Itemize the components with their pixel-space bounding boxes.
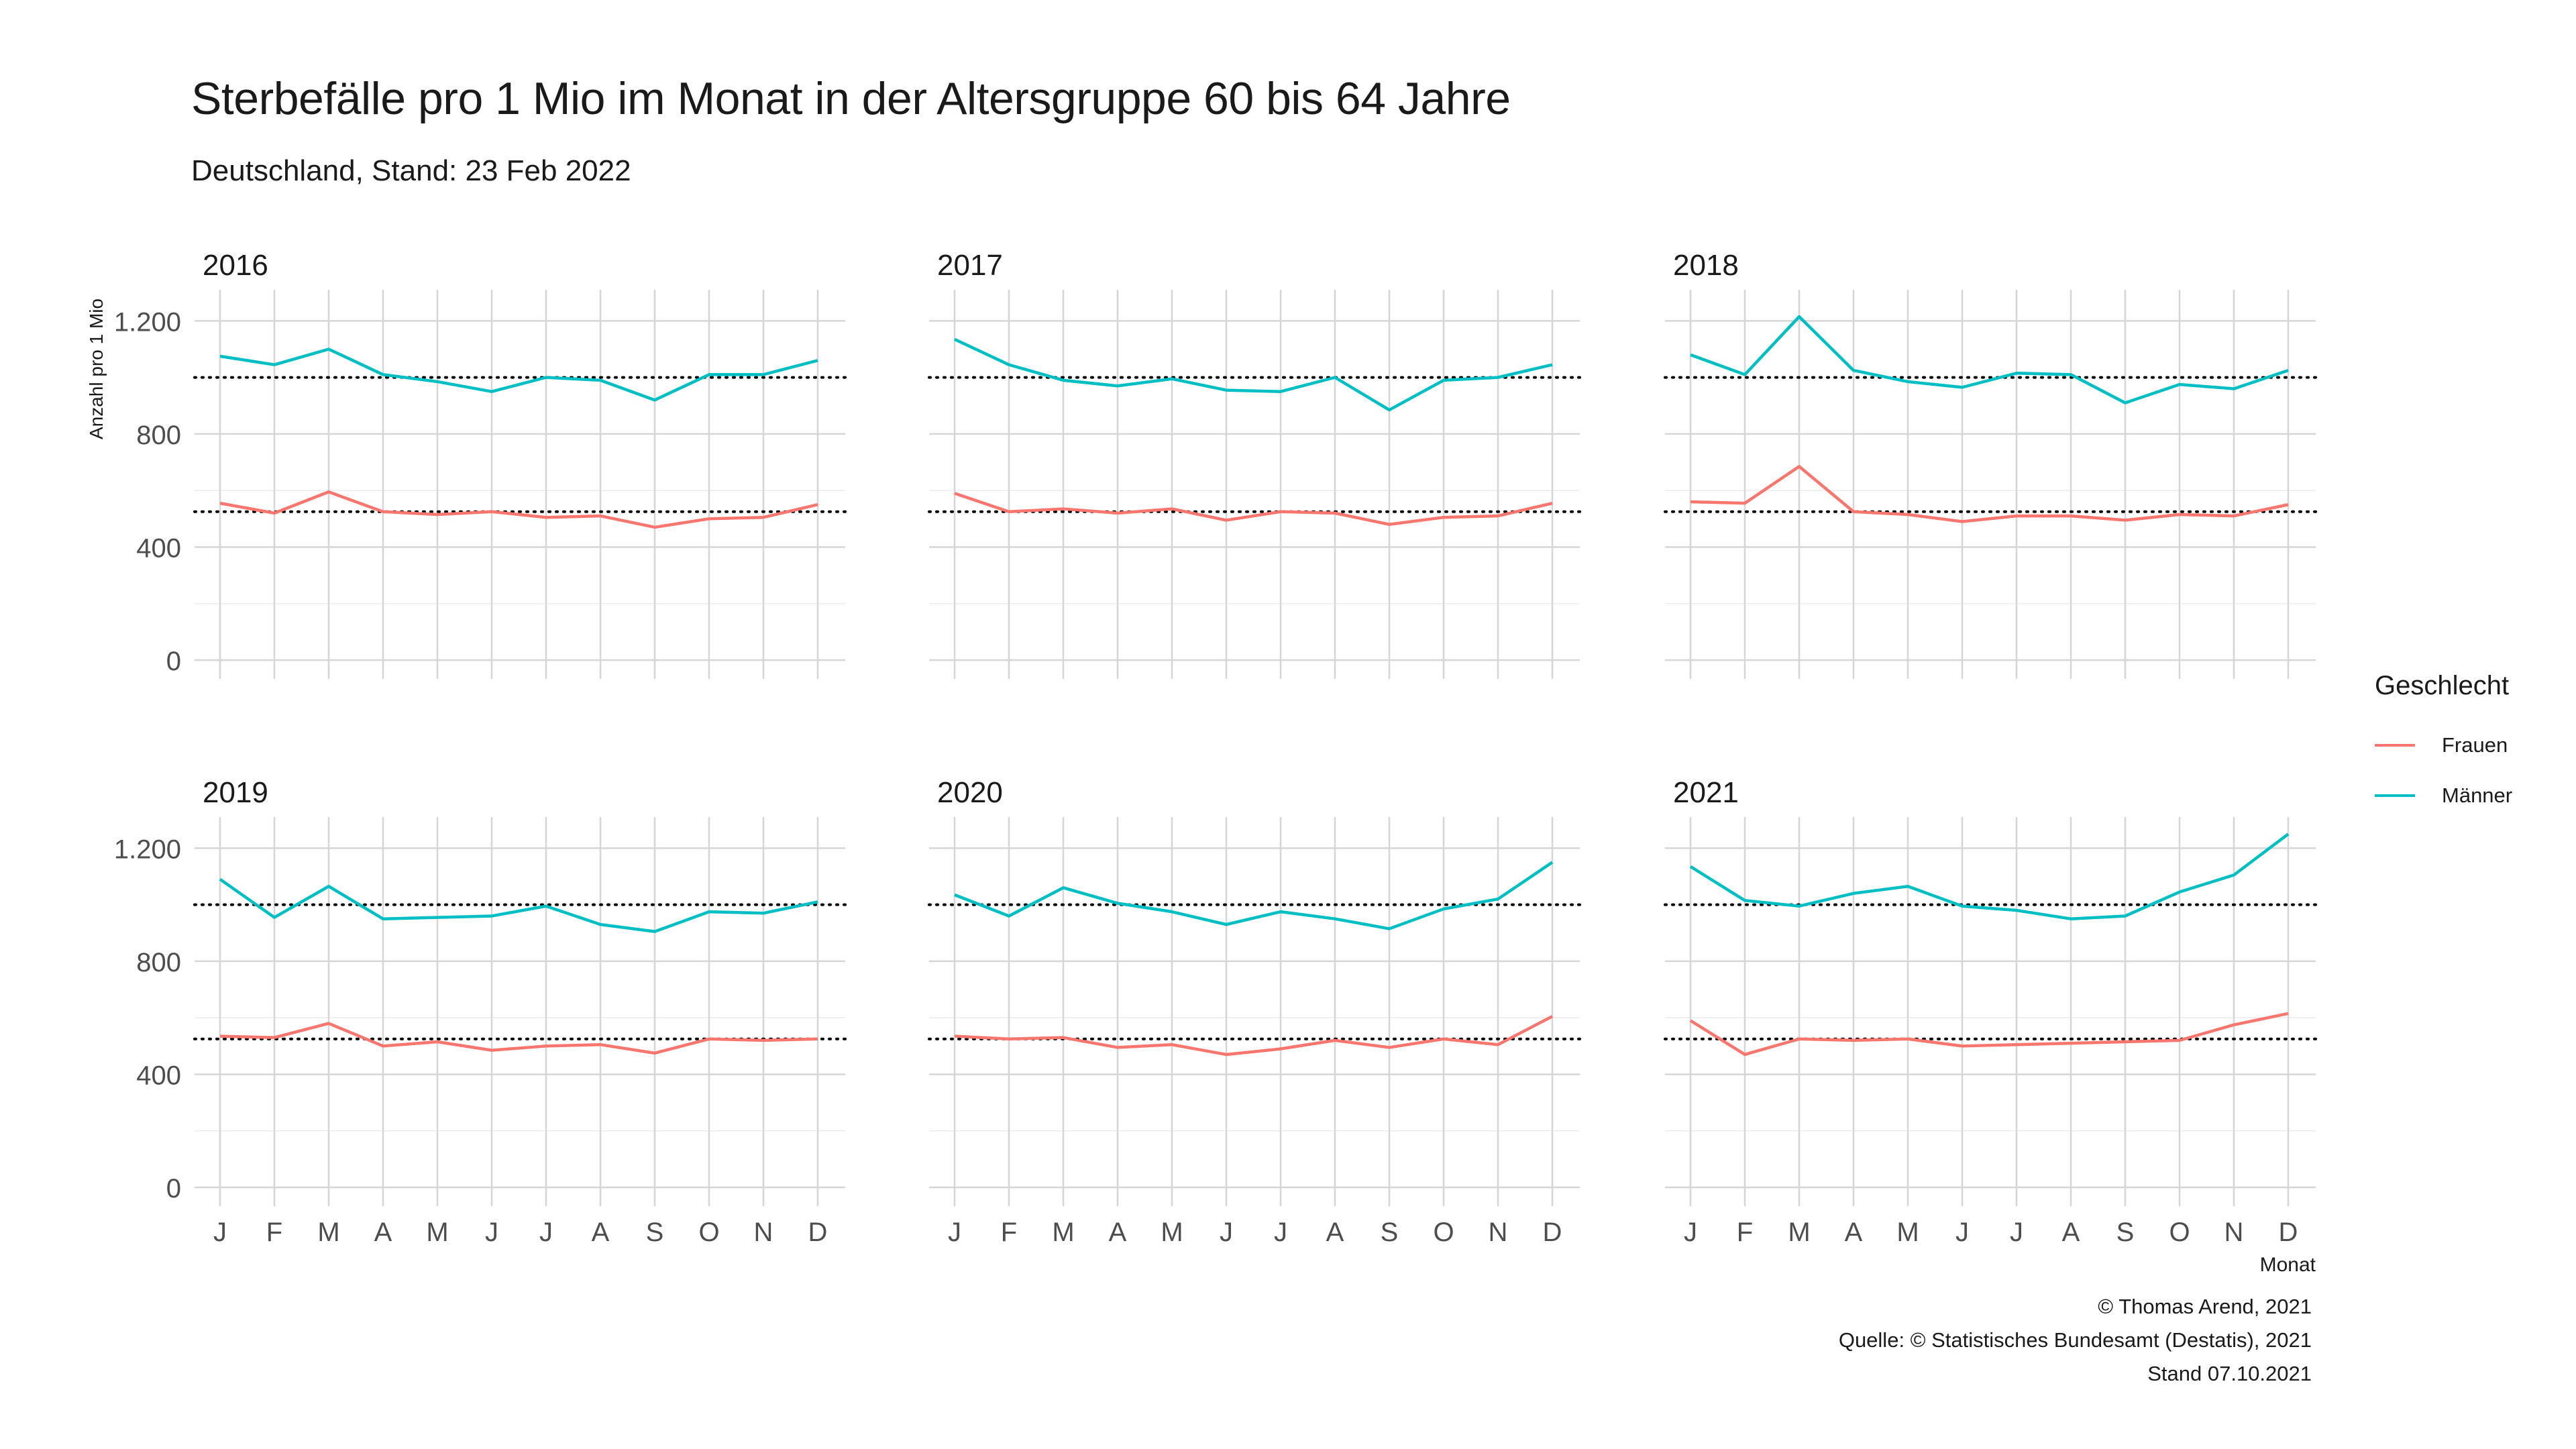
chart-title: Sterbefälle pro 1 Mio im Monat in der Al… [191, 73, 1511, 124]
panel-2016-series-maenner [219, 347, 818, 402]
panel-2017-series-maenner [954, 337, 1553, 412]
panel-2018-series-maenner [1690, 315, 2289, 405]
panel-2019-x-tick-label: J [485, 1218, 498, 1247]
panel-2020-x-tick-label: M [1052, 1218, 1074, 1247]
panel-2021-x-tick-label: J [2010, 1218, 2023, 1247]
panel-2019-x-tick-label: N [754, 1218, 773, 1247]
caption-source: Quelle: © Statistisches Bundesamt (Desta… [1838, 1328, 2312, 1352]
panel-2021-x-tick-label: D [2279, 1218, 2298, 1247]
panel-2020-x-tick-label: F [1001, 1218, 1017, 1247]
panel-2021-x-tick-label: O [2169, 1218, 2190, 1247]
caption-date: Stand 07.10.2021 [2147, 1362, 2312, 1385]
panel-2019-x-tick-label: J [213, 1218, 227, 1247]
panel-2019-series-frauen [219, 1022, 818, 1055]
panel-2019-x-tick-label: O [698, 1218, 719, 1247]
legend: Geschlecht Frauen Männer [2375, 671, 2512, 820]
panel-2016-series-frauen [219, 490, 818, 529]
panel-2020-series-maenner [954, 861, 1554, 930]
panel-2020-x-tick-label: N [1489, 1218, 1508, 1247]
panel-2019-x-tick-label: M [317, 1218, 339, 1247]
x-axis-title: Monat [2260, 1254, 2316, 1276]
legend-item-frauen: Frauen [2375, 720, 2512, 770]
panel-2020-x-tick-label: J [948, 1218, 961, 1247]
legend-label-frauen: Frauen [2442, 733, 2508, 757]
panel-2021-x-tick-label: M [1896, 1218, 1919, 1247]
panel-2019-x-tick-label: A [592, 1218, 610, 1247]
panel-2020-series-frauen [954, 1015, 1554, 1057]
panel-2019-y-tick-label: 0 [166, 1174, 181, 1203]
panel-2016-year-label: 2016 [203, 249, 268, 282]
chart-subtitle: Deutschland, Stand: 23 Feb 2022 [191, 154, 631, 187]
panel-2019-x-tick-label: A [374, 1218, 392, 1247]
panel-2019-x-tick-label: D [808, 1218, 828, 1247]
panel-2021-x-tick-label: A [1845, 1218, 1863, 1247]
legend-swatch-frauen [2375, 743, 2415, 747]
panel-2019-series-maenner [219, 877, 818, 933]
panel-2021-x-tick-label: F [1737, 1218, 1753, 1247]
panel-2016-y-tick-label: 0 [166, 647, 181, 676]
legend-title: Geschlecht [2375, 671, 2510, 700]
panel-2019-x-tick-label: S [646, 1218, 664, 1247]
panel-2019-year-label: 2019 [203, 776, 268, 809]
panel-2017-year-label: 2017 [937, 249, 1003, 282]
panel-2021-series-maenner [1689, 833, 2290, 920]
panel-2020-year-label: 2020 [937, 776, 1003, 809]
panel-2020-x-tick-label: M [1161, 1218, 1183, 1247]
panel-2021-x-tick-label: M [1788, 1218, 1810, 1247]
caption-author: © Thomas Arend, 2021 [2098, 1295, 2312, 1318]
panel-2021-x-tick-label: J [1684, 1218, 1697, 1247]
panel-2021-year-label: 2021 [1673, 776, 1739, 809]
panel-2018-series-frauen [1690, 465, 2289, 523]
panel-2021-x-tick-label: J [1955, 1218, 1969, 1247]
y-axis-title: Anzahl pro 1 Mio [86, 299, 107, 439]
legend-swatch-maenner [2375, 794, 2415, 797]
panel-2021-x-tick-label: S [2116, 1218, 2135, 1247]
panel-2020-x-tick-label: S [1381, 1218, 1399, 1247]
panel-2019-y-tick-label: 1.200 [114, 835, 181, 864]
panel-2020-x-tick-label: J [1274, 1218, 1287, 1247]
legend-label-maenner: Männer [2442, 783, 2513, 807]
panel-2019-y-tick-label: 400 [136, 1061, 181, 1090]
panel-2019-x-tick-label: M [426, 1218, 448, 1247]
panel-2021-x-tick-label: N [2224, 1218, 2244, 1247]
panel-2020-x-tick-label: A [1109, 1218, 1127, 1247]
panel-2016-y-tick-label: 800 [136, 421, 181, 450]
panel-2021-series-frauen [1689, 1012, 2289, 1057]
panel-2016-y-tick-label: 400 [136, 533, 181, 563]
legend-item-maenner: Männer [2375, 770, 2512, 820]
panel-2020-x-tick-label: D [1543, 1218, 1562, 1247]
panel-2019-x-tick-label: F [266, 1218, 282, 1247]
panel-2018-year-label: 2018 [1673, 249, 1739, 282]
panel-2019-y-tick-label: 800 [136, 948, 181, 977]
panel-2019-x-tick-label: J [539, 1218, 553, 1247]
panel-2021-x-tick-label: A [2062, 1218, 2080, 1247]
panel-2016-y-tick-label: 1.200 [114, 307, 181, 337]
panel-2020-x-tick-label: O [1433, 1218, 1454, 1247]
panel-2020-x-tick-label: J [1220, 1218, 1233, 1247]
panel-2017-series-frauen [954, 492, 1553, 526]
panel-2020-x-tick-label: A [1326, 1218, 1344, 1247]
